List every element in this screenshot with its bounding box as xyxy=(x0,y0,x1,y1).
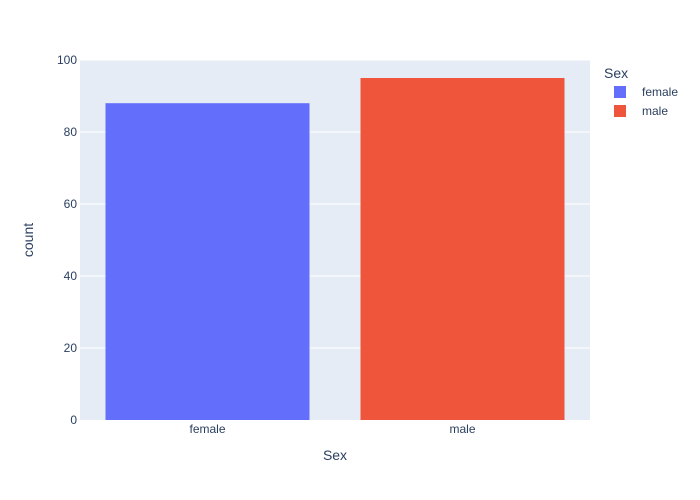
y-tick-label: 20 xyxy=(64,341,78,355)
y-tick-label: 60 xyxy=(64,197,78,211)
bars xyxy=(105,78,565,420)
x-axis-ticks: female male xyxy=(189,422,475,436)
legend-swatch xyxy=(614,105,626,117)
y-axis-ticks: 0 20 40 60 80 100 xyxy=(57,53,77,427)
bar-male[interactable] xyxy=(360,78,565,420)
y-axis-title: count xyxy=(20,223,36,257)
x-axis-title: Sex xyxy=(323,447,347,463)
legend-item-male[interactable]: male xyxy=(614,104,668,118)
y-tick-label: 0 xyxy=(70,413,77,427)
legend-label: male xyxy=(642,104,668,118)
legend-item-female[interactable]: female xyxy=(614,85,678,99)
x-tick-label: male xyxy=(449,422,475,436)
legend[interactable]: Sex female male xyxy=(604,65,678,118)
legend-label: female xyxy=(642,85,678,99)
y-tick-label: 100 xyxy=(57,53,77,67)
y-tick-label: 40 xyxy=(64,269,78,283)
y-tick-label: 80 xyxy=(64,125,78,139)
bar-female[interactable] xyxy=(105,103,310,420)
legend-title: Sex xyxy=(604,65,628,81)
x-tick-label: female xyxy=(189,422,225,436)
legend-swatch xyxy=(614,86,626,98)
